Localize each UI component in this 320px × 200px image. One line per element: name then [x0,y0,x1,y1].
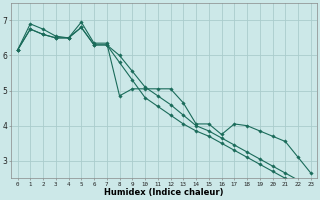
X-axis label: Humidex (Indice chaleur): Humidex (Indice chaleur) [104,188,224,197]
